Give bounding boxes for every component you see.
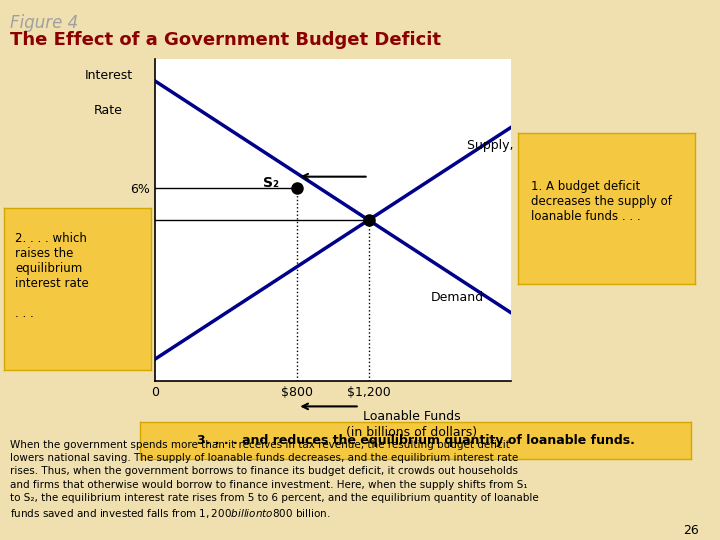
Text: Loanable Funds: Loanable Funds [363,410,460,423]
Text: 2. . . . which
raises the
equilibrium
interest rate

. . .: 2. . . . which raises the equilibrium in… [15,232,89,320]
Text: 26: 26 [683,524,698,537]
Text: Rate: Rate [94,104,123,117]
Text: Interest: Interest [84,69,132,82]
Text: Supply, S₁: Supply, S₁ [467,139,530,152]
Text: S₂: S₂ [263,176,279,190]
Text: 1. A budget deficit
decreases the supply of
loanable funds . . .: 1. A budget deficit decreases the supply… [531,180,672,222]
Text: (in billions of dollars): (in billions of dollars) [346,426,477,438]
Text: 3. . . . and reduces the equilibrium quantity of loanable funds.: 3. . . . and reduces the equilibrium qua… [197,434,635,447]
Text: When the government spends more than it receives in tax revenue, the resulting b: When the government spends more than it … [10,440,539,520]
Text: The Effect of a Government Budget Deficit: The Effect of a Government Budget Defici… [10,31,441,49]
Text: Demand: Demand [431,291,485,304]
Text: Figure 4: Figure 4 [10,14,78,32]
